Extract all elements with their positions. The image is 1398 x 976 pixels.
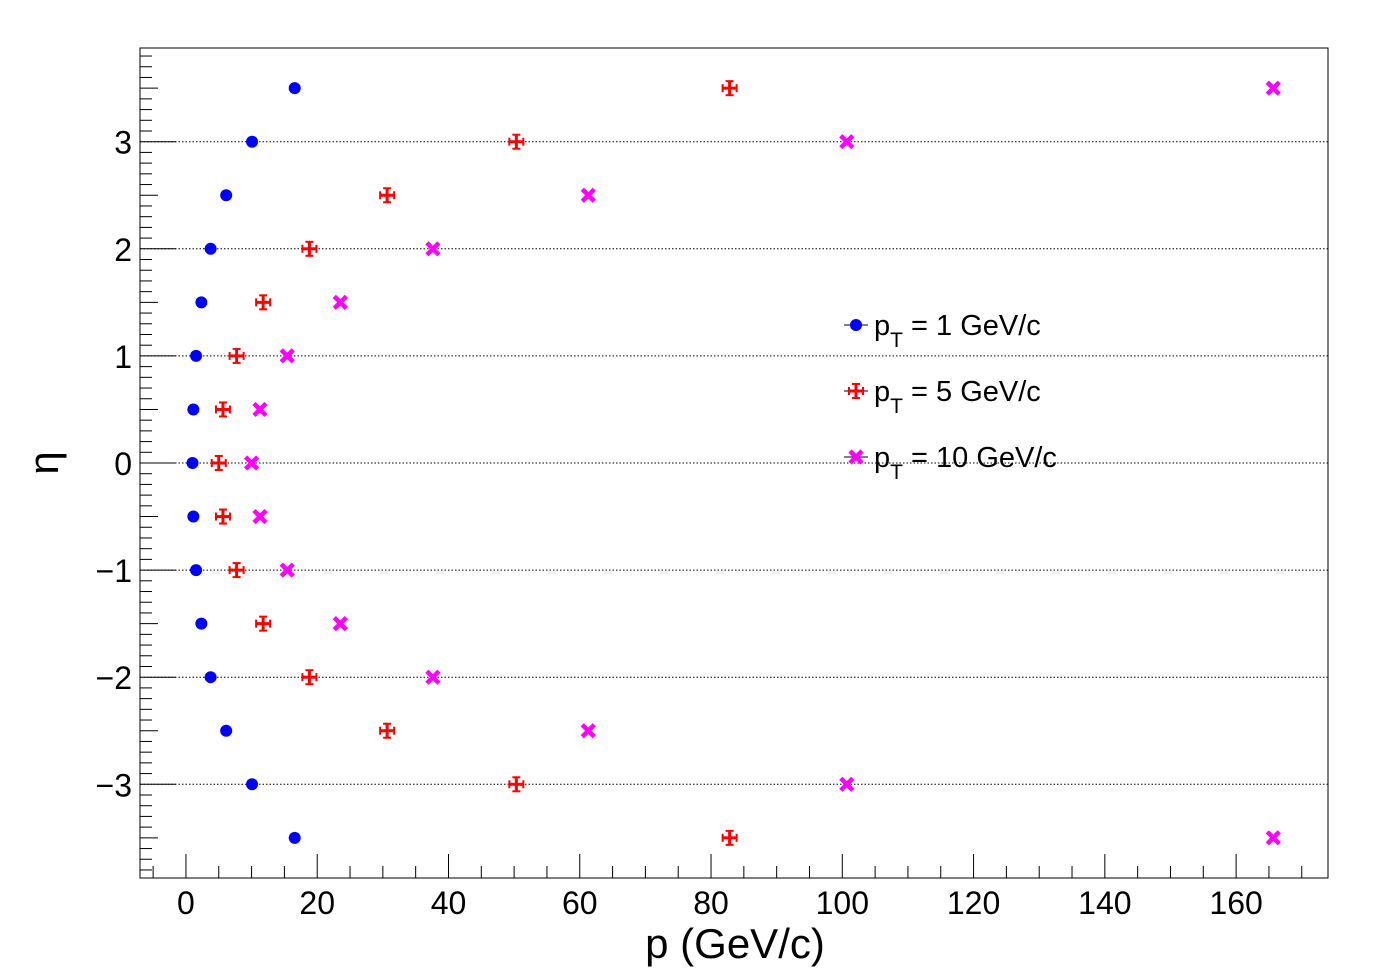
y-tick-label: −3 [96, 767, 132, 803]
data-point [425, 241, 441, 257]
legend: pT = 1 GeV/c pT = 5 GeV/c pT = 10 GeV/c [844, 310, 1057, 484]
data-point [580, 187, 596, 203]
data-point [288, 831, 301, 844]
x-tick-label: 100 [816, 885, 869, 921]
legend-marker [848, 449, 864, 465]
data-point [279, 562, 295, 578]
data-point [195, 296, 208, 309]
y-tick-label: −2 [96, 660, 132, 696]
data-point [1265, 830, 1281, 846]
legend-item: pT = 5 GeV/c [844, 376, 1041, 418]
data-point [839, 776, 855, 792]
y-tick-label: 0 [114, 446, 132, 482]
x-tick-label: 80 [693, 885, 729, 921]
x-tick-label: 140 [1078, 885, 1131, 921]
data-point [214, 401, 231, 418]
legend-item: pT = 1 GeV/c [844, 310, 1041, 352]
data-point [1265, 80, 1281, 96]
data-point [379, 187, 396, 204]
legend-label: pT = 10 GeV/c [874, 442, 1057, 484]
data-point [228, 347, 245, 364]
data-point [301, 669, 318, 686]
data-point [204, 671, 217, 684]
data-point [187, 510, 200, 523]
tick-labels: 0 20 40 60 80 100 120 140 160 −3 −2 −1 0 1 2 3 [96, 125, 1263, 921]
data-point [204, 242, 217, 255]
data-point [580, 723, 596, 739]
data-point [243, 455, 260, 471]
axis-ticks [140, 55, 1303, 878]
data-point [186, 457, 199, 469]
data-point [220, 189, 233, 202]
data-point [214, 508, 231, 525]
data-point [246, 778, 259, 791]
data-point [252, 508, 268, 525]
x-tick-label: 160 [1209, 885, 1262, 921]
x-tick-label: 40 [431, 885, 467, 921]
legend-item: pT = 10 GeV/c [844, 442, 1057, 484]
data-point [508, 133, 525, 150]
data-point [301, 240, 318, 257]
y-tick-label: 2 [114, 232, 132, 268]
data-point [288, 82, 301, 95]
legend-label: pT = 5 GeV/c [874, 376, 1041, 418]
data-point [210, 455, 227, 471]
x-tick-label: 120 [947, 885, 1000, 921]
data-points [186, 80, 1281, 846]
x-tick-label: 0 [177, 885, 195, 921]
legend-label: pT = 1 GeV/c [874, 310, 1041, 352]
data-point [425, 669, 441, 685]
data-point [252, 401, 268, 418]
y-tick-label: −1 [96, 553, 132, 589]
legend-marker [850, 319, 862, 331]
data-point [195, 617, 208, 630]
data-point [379, 722, 396, 739]
data-point [279, 348, 295, 364]
y-tick-label: 1 [114, 339, 132, 375]
data-point [721, 80, 738, 97]
x-tick-label: 60 [562, 885, 598, 921]
data-point [228, 562, 245, 579]
data-point [721, 829, 738, 846]
legend-marker [848, 383, 864, 399]
data-point [220, 724, 233, 737]
data-point [508, 776, 525, 793]
data-point [190, 564, 203, 577]
data-point [255, 615, 272, 632]
data-point [246, 135, 259, 148]
data-point [255, 294, 272, 311]
data-point [839, 134, 855, 150]
data-point [190, 349, 203, 362]
x-axis-title: p (GeV/c) [645, 920, 825, 967]
data-point [332, 616, 348, 632]
x-tick-label: 20 [299, 885, 335, 921]
data-point [187, 403, 200, 416]
data-point [332, 294, 348, 310]
y-tick-label: 3 [114, 125, 132, 161]
y-axis-title: η [20, 451, 67, 474]
